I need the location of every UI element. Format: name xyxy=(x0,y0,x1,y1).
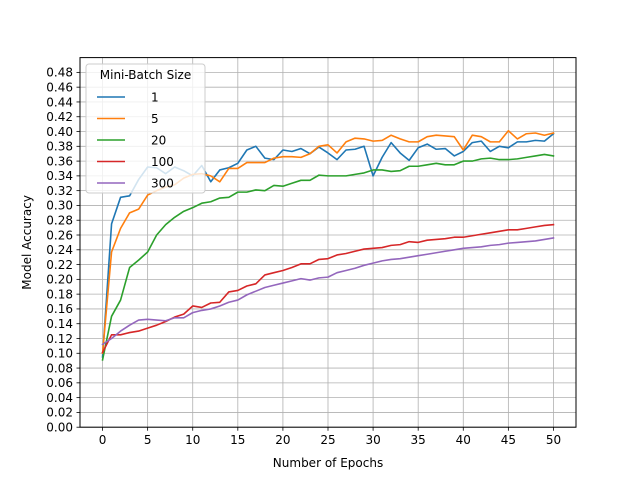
y-axis-ticks: 0.000.020.040.060.080.100.120.140.160.18… xyxy=(46,66,80,435)
y-tick-label: 0.26 xyxy=(46,228,73,242)
y-tick-label: 0.14 xyxy=(46,317,73,331)
y-tick-label: 0.04 xyxy=(46,391,73,405)
x-tick-label: 45 xyxy=(501,433,516,447)
legend-label-100: 100 xyxy=(151,155,174,169)
y-tick-label: 0.16 xyxy=(46,302,73,316)
y-tick-label: 0.12 xyxy=(46,332,73,346)
legend-label-20: 20 xyxy=(151,133,166,147)
y-tick-label: 0.18 xyxy=(46,287,73,301)
legend-title: Mini-Batch Size xyxy=(100,68,191,82)
x-axis-label: Number of Epochs xyxy=(273,456,383,470)
legend-label-5: 5 xyxy=(151,112,159,126)
x-tick-label: 5 xyxy=(144,433,152,447)
y-tick-label: 0.00 xyxy=(46,421,73,435)
y-tick-label: 0.02 xyxy=(46,406,73,420)
x-tick-label: 50 xyxy=(546,433,561,447)
x-tick-label: 15 xyxy=(230,433,245,447)
x-axis-ticks: 0 5 10 15 20 25 30 35 40 45 50 xyxy=(99,427,561,447)
series-line-20 xyxy=(101,153,555,361)
y-tick-label: 0.24 xyxy=(46,243,73,257)
y-tick-label: 0.34 xyxy=(46,169,73,183)
legend-box xyxy=(85,63,206,194)
series-line-100 xyxy=(101,223,555,354)
x-tick-label: 30 xyxy=(365,433,380,447)
y-tick-label: 0.30 xyxy=(46,199,73,213)
y-tick-label: 0.22 xyxy=(46,258,73,272)
y-tick-label: 0.36 xyxy=(46,154,73,168)
x-tick-label: 0 xyxy=(99,433,107,447)
x-tick-label: 10 xyxy=(185,433,200,447)
x-tick-label: 25 xyxy=(320,433,335,447)
y-tick-label: 0.20 xyxy=(46,273,73,287)
x-tick-label: 35 xyxy=(411,433,426,447)
legend-label-1: 1 xyxy=(151,90,159,104)
y-axis-label: Model Accuracy xyxy=(20,195,34,290)
legend-label-300: 300 xyxy=(151,176,174,190)
y-tick-label: 0.42 xyxy=(46,110,73,124)
y-tick-label: 0.08 xyxy=(46,361,73,375)
y-tick-label: 0.32 xyxy=(46,184,73,198)
series-line-300 xyxy=(101,237,555,346)
y-tick-label: 0.46 xyxy=(46,80,73,94)
y-tick-label: 0.44 xyxy=(46,95,73,109)
x-tick-label: 20 xyxy=(275,433,290,447)
x-tick-label: 40 xyxy=(456,433,471,447)
y-tick-label: 0.48 xyxy=(46,66,73,80)
y-tick-label: 0.10 xyxy=(46,347,73,361)
y-tick-label: 0.06 xyxy=(46,376,73,390)
legend: Mini-Batch Size 1 5 20 100 300 xyxy=(85,63,206,194)
y-tick-label: 0.28 xyxy=(46,214,73,228)
y-tick-label: 0.40 xyxy=(46,125,73,139)
y-tick-label: 0.38 xyxy=(46,140,73,154)
